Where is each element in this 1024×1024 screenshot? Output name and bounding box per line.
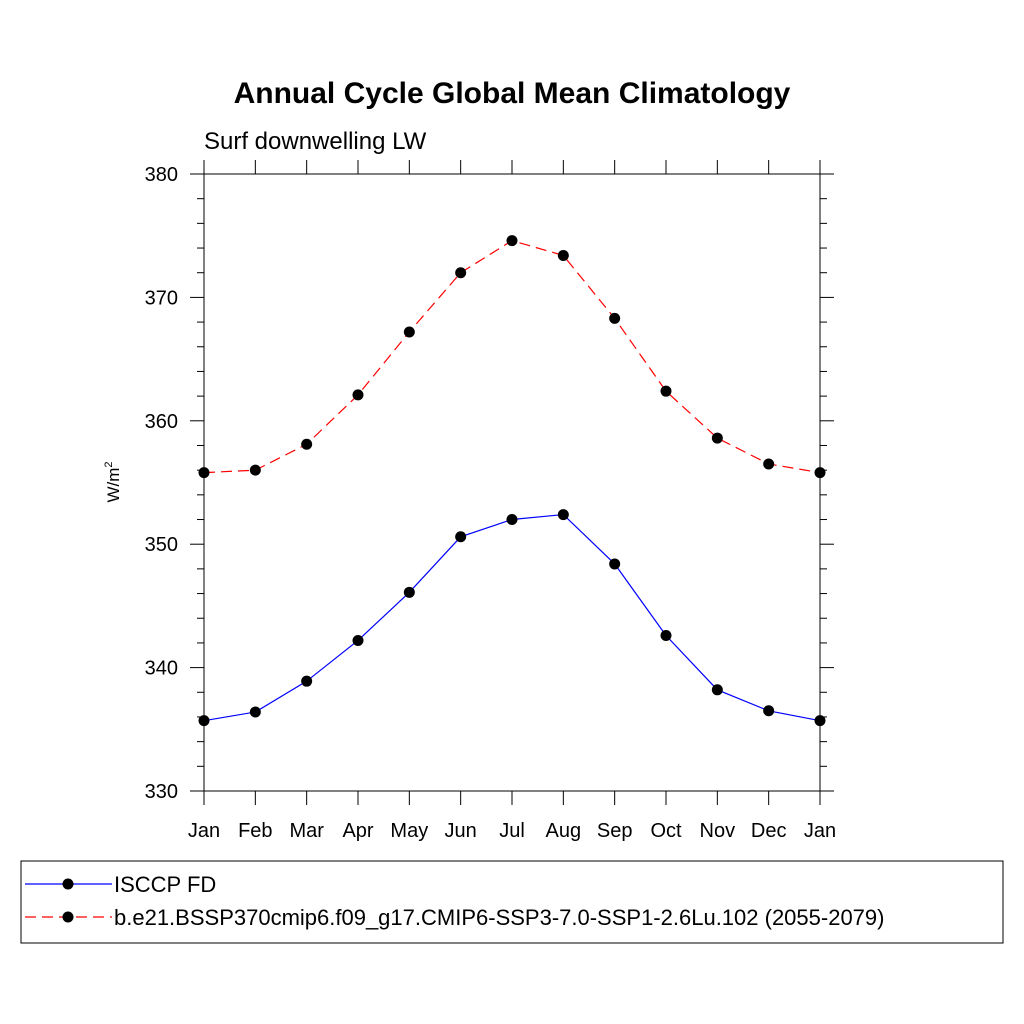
y-tick-label: 360 — [145, 411, 178, 433]
series-1-point — [352, 634, 364, 646]
x-tick-label: Aug — [546, 820, 582, 842]
series-2-point — [198, 467, 210, 479]
series-1-point — [660, 630, 672, 642]
series-2-point — [711, 432, 723, 444]
y-tick-label: 350 — [145, 534, 178, 556]
series-line-1 — [203, 513, 821, 722]
series-1-point — [711, 684, 723, 696]
legend-label-2: b.e21.BSSP370cmip6.f09_g17.CMIP6-SSP3-7.… — [114, 905, 884, 930]
series-line-2 — [203, 239, 821, 474]
legend-marker-2 — [62, 911, 74, 923]
series-1-point — [455, 531, 467, 543]
y-axis-label: W/m2 — [103, 461, 123, 502]
series-2-point — [763, 458, 775, 470]
x-tick-label: Sep — [597, 820, 633, 842]
series-2-point — [301, 438, 313, 450]
series-1-point — [249, 706, 261, 718]
series-1-point — [301, 675, 313, 687]
legend-label-1: ISCCP FD — [114, 872, 216, 897]
series-1-point — [198, 715, 210, 727]
series-1-point — [403, 586, 415, 598]
x-tick-label: Oct — [650, 820, 682, 842]
series-1-point — [557, 509, 569, 521]
series-2-point — [609, 312, 621, 324]
y-tick-label: 340 — [145, 658, 178, 680]
series-2-point — [249, 464, 261, 476]
y-tick-label: 380 — [145, 164, 178, 186]
chart-subtitle: Surf downwelling LW — [204, 128, 427, 155]
series-2-point — [352, 389, 364, 401]
x-tick-label: Dec — [751, 820, 787, 842]
legend: ISCCP FD b.e21.BSSP370cmip6.f09_g17.CMIP6… — [20, 860, 1004, 944]
series-2-point — [557, 249, 569, 261]
x-tick-label: Mar — [289, 820, 324, 842]
series-1-point — [814, 715, 826, 727]
x-tick-label: Feb — [238, 820, 272, 842]
y-tick-label: 330 — [145, 781, 178, 803]
series-2-point — [660, 385, 672, 397]
x-tick-label: Apr — [342, 820, 373, 842]
series-1-point — [506, 514, 518, 526]
chart-title: Annual Cycle Global Mean Climatology — [234, 77, 791, 110]
y-axis-label-unit: W/m — [104, 468, 123, 503]
series-1-point — [763, 705, 775, 717]
x-tick-label: Jan — [804, 820, 836, 842]
x-tick-label: Jul — [499, 820, 525, 842]
x-tick-label: Nov — [700, 820, 736, 842]
y-tick-label: 370 — [145, 287, 178, 309]
x-tick-label: Jan — [188, 820, 220, 842]
legend-marker-1 — [62, 878, 74, 890]
plot-series — [198, 235, 826, 727]
series-2-point — [506, 235, 518, 247]
series-2-point — [455, 267, 467, 279]
legend-box — [20, 860, 1004, 944]
series-2-point — [403, 326, 415, 338]
series-2-point — [814, 467, 826, 479]
y-axis-label-group: W/m2 — [103, 461, 123, 502]
x-tick-label: May — [390, 820, 428, 842]
series-1-point — [609, 558, 621, 570]
y-axis-label-superscript: 2 — [103, 461, 115, 467]
x-tick-label: Jun — [445, 820, 477, 842]
axes: 330 340 350 360 370 380 Jan Feb Mar Apr May Jun Jul A… — [145, 160, 836, 842]
